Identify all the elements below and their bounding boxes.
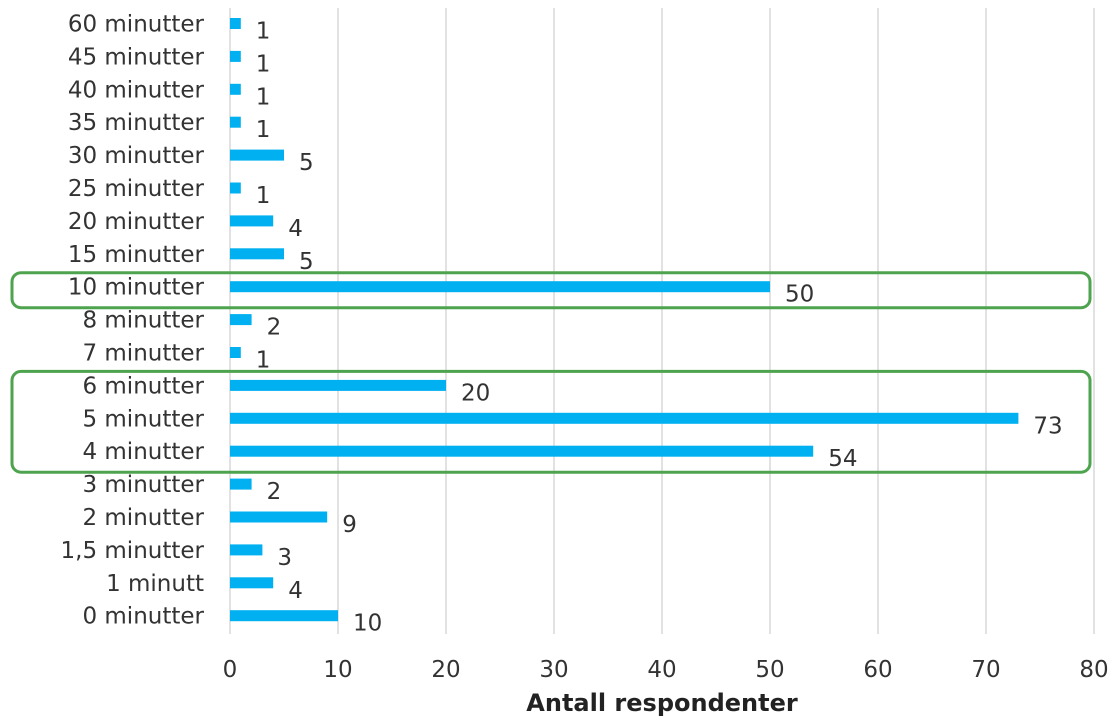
data-label: 73 [1033,413,1062,439]
category-label: 3 minutter [82,472,204,498]
x-tick-label: 30 [539,657,568,683]
category-label: 6 minutter [82,373,204,399]
bar [230,478,252,490]
data-label: 54 [828,446,857,472]
category-label: 30 minutter [68,143,205,169]
category-labels: 60 minutter 45 minutter 40 minutter 35 minu… [61,12,205,630]
category-label: 8 minutter [82,308,204,334]
category-label: 45 minutter [68,44,205,70]
bar [230,412,1019,424]
bar [230,18,241,29]
category-label: 25 minutter [68,176,205,202]
x-tick-label: 50 [755,657,784,683]
bar [230,182,241,194]
data-label: 20 [461,380,490,406]
category-label: 4 minutter [82,439,204,465]
x-axis-title: Antall respondenter [526,689,798,717]
category-label: 1,5 minutter [61,538,205,564]
bar [230,149,284,161]
highlight-box [10,271,1092,310]
x-tick-label: 0 [223,657,238,683]
data-label: 9 [342,512,357,538]
data-label: 5 [299,150,314,176]
category-label: 20 minutter [68,209,205,235]
bar [230,215,274,227]
data-label: 1 [256,348,271,374]
category-label: 5 minutter [82,406,204,432]
bar [230,577,274,589]
bar [230,347,241,358]
category-label: 1 minutt [106,571,204,597]
bar [230,511,328,523]
x-tick-label: 60 [863,657,892,683]
data-label: 1 [256,19,271,45]
bar [230,281,770,293]
category-label: 15 minutter [68,242,205,268]
highlight-boxes [10,271,1092,474]
data-label: 10 [353,611,382,637]
bars [230,18,1019,622]
data-label: 50 [785,282,814,308]
data-label: 4 [288,578,303,604]
x-tick-label: 70 [971,657,1000,683]
category-label: 0 minutter [82,604,204,630]
bar [230,544,263,556]
category-label: 35 minutter [68,110,205,136]
bar [230,50,241,62]
category-label: 2 minutter [82,505,204,531]
bar [230,83,241,95]
x-tick-label: 10 [323,657,352,683]
category-label: 7 minutter [82,341,204,367]
data-label: 5 [299,249,314,275]
data-label: 1 [256,51,271,77]
x-tick-label: 40 [647,657,676,683]
data-label: 2 [267,479,282,505]
category-label: 40 minutter [68,77,205,103]
x-tick-label: 80 [1079,657,1108,683]
highlight-box [10,369,1092,474]
bar [230,445,814,457]
data-label: 1 [256,183,271,209]
data-label: 1 [256,117,271,143]
x-tick-label: 20 [431,657,460,683]
bar [230,610,338,622]
data-label: 4 [288,216,303,242]
category-label: 60 minutter [68,12,205,38]
bar [230,379,446,391]
bar [230,314,252,326]
x-tick-labels: 0 10 20 30 40 50 60 70 80 [223,657,1109,683]
bar [230,116,241,128]
data-label: 3 [277,545,292,571]
data-label: 1 [256,84,271,110]
category-label: 10 minutter [68,275,205,301]
gridlines [229,8,1095,634]
bar [230,248,284,260]
data-label: 2 [267,315,282,341]
